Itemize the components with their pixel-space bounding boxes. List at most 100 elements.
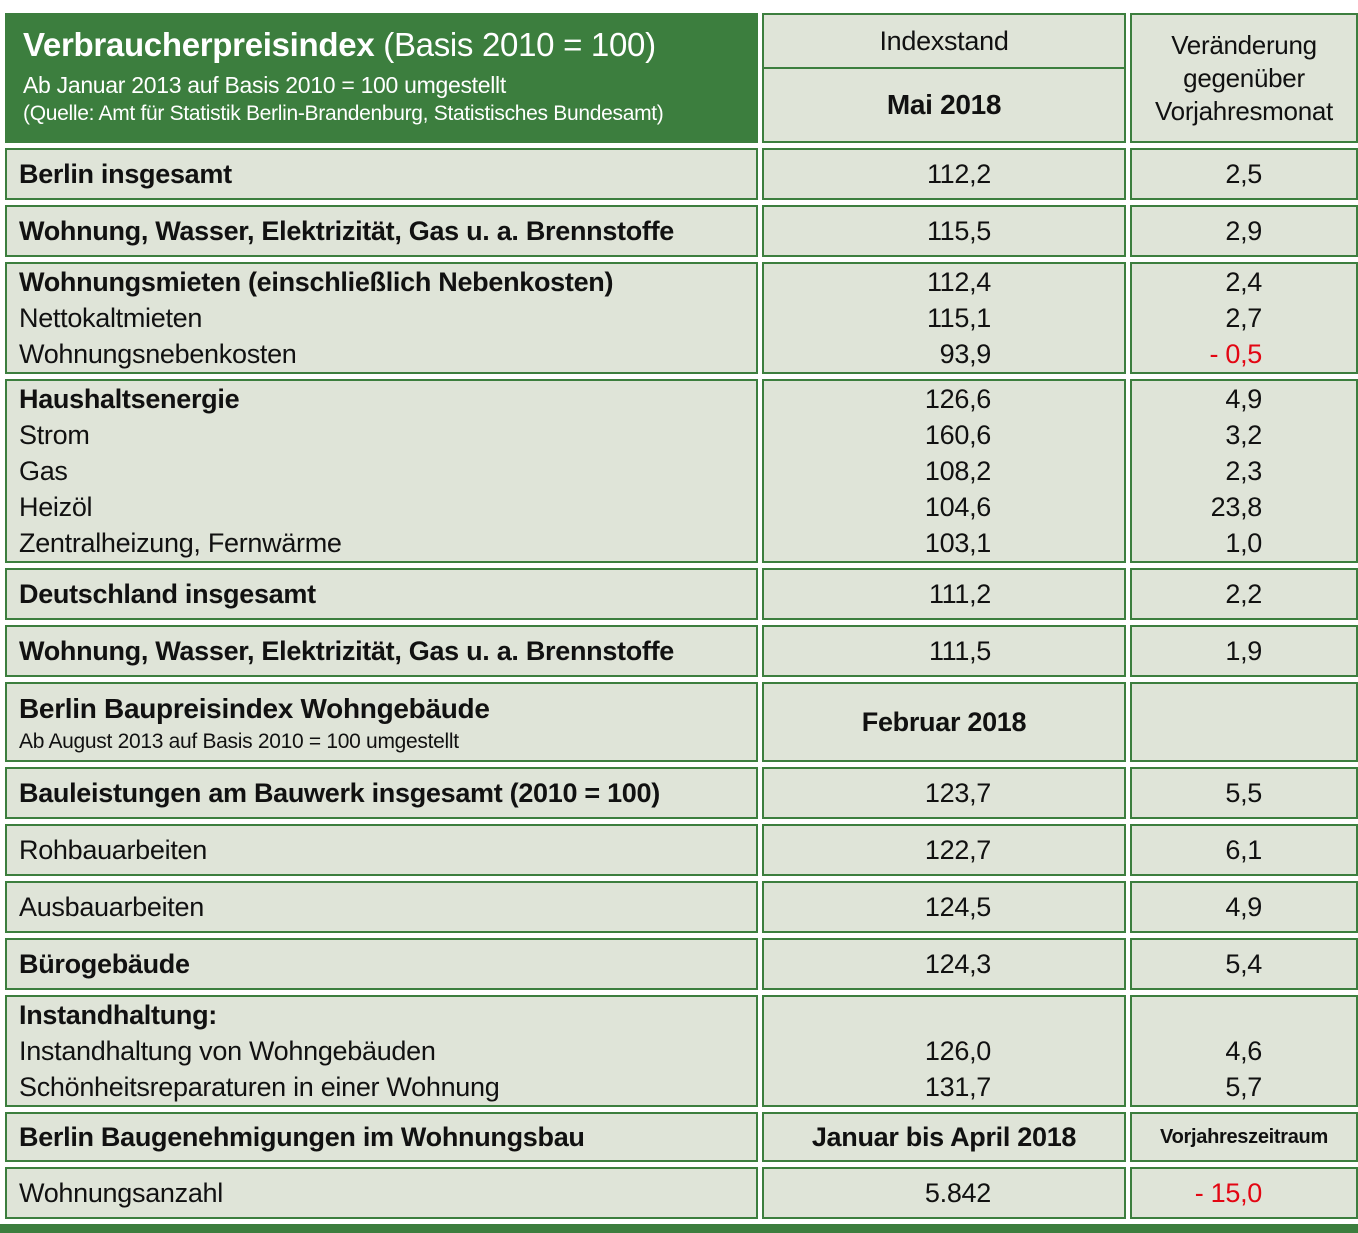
change-value: 3,2 bbox=[1225, 420, 1262, 450]
row-label: Haushaltsenergie bbox=[19, 384, 240, 414]
title-subtitle: Ab Januar 2013 auf Basis 2010 = 100 umge… bbox=[23, 72, 506, 98]
table-row: Ausbauarbeiten 124,5 4,9 bbox=[5, 881, 1358, 933]
indexstand-header-cell: Indexstand Mai 2018 bbox=[762, 13, 1126, 143]
row-label-cell: Wohnungsanzahl bbox=[5, 1167, 758, 1219]
change-value: 5,4 bbox=[1130, 938, 1358, 990]
change-value: 2,5 bbox=[1130, 148, 1358, 200]
row-label-cell: Ausbauarbeiten bbox=[5, 881, 758, 933]
row-label: Berlin insgesamt bbox=[19, 158, 232, 189]
index-value: 104,6 bbox=[924, 492, 991, 522]
index-value: 108,2 bbox=[924, 456, 991, 486]
change-value: 2,9 bbox=[1130, 205, 1358, 257]
index-value: 131,7 bbox=[924, 1072, 991, 1102]
title-main: Verbraucherpreisindex bbox=[23, 26, 375, 63]
row-label: Strom bbox=[19, 420, 90, 450]
bottom-bar bbox=[0, 1224, 1358, 1233]
row-label: Wohnungsanzahl bbox=[19, 1177, 223, 1208]
section-subtitle: Ab August 2013 auf Basis 2010 = 100 umge… bbox=[19, 730, 459, 753]
row-label: Ausbauarbeiten bbox=[19, 891, 204, 922]
source-note: (Quelle: Amt für Statistik Berlin-Brande… bbox=[23, 102, 664, 125]
row-label-cell: Instandhaltung: Instandhaltung von Wohng… bbox=[5, 995, 758, 1107]
row-label: Deutschland insgesamt bbox=[19, 578, 316, 609]
section-title-cell: Berlin Baugenehmigungen im Wohnungsbau bbox=[5, 1112, 758, 1162]
change-value: 2,7 bbox=[1225, 303, 1262, 333]
index-value: 111,5 bbox=[762, 625, 1126, 677]
index-value: 160,6 bbox=[924, 420, 991, 450]
change-value: 6,1 bbox=[1130, 824, 1358, 876]
section-header-row: Berlin Baugenehmigungen im Wohnungsbau J… bbox=[5, 1112, 1358, 1162]
row-label-cell: Wohnung, Wasser, Elektrizität, Gas u. a.… bbox=[5, 625, 758, 677]
row-label: Wohnung, Wasser, Elektrizität, Gas u. a.… bbox=[19, 215, 675, 246]
change-value-cell: 2,4 2,7 - 0,5 bbox=[1130, 262, 1358, 374]
index-value: 124,3 bbox=[762, 938, 1126, 990]
table-row: Wohnungsanzahl 5.842 - 15,0 bbox=[5, 1167, 1358, 1219]
index-value: 122,7 bbox=[762, 824, 1126, 876]
index-value: 111,2 bbox=[762, 568, 1126, 620]
change-value: 2,3 bbox=[1225, 456, 1262, 486]
empty-cell bbox=[1130, 682, 1358, 762]
row-label-cell: Wohnungsmieten (einschließlich Nebenkost… bbox=[5, 262, 758, 374]
row-label: Nettokaltmieten bbox=[19, 303, 203, 333]
change-value: 1,9 bbox=[1130, 625, 1358, 677]
change-value: 2,4 bbox=[1225, 267, 1262, 297]
section-period: Januar bis April 2018 bbox=[762, 1112, 1126, 1162]
table-row: Deutschland insgesamt 111,2 2,2 bbox=[5, 568, 1358, 620]
index-value: 93,9 bbox=[939, 339, 992, 369]
change-value bbox=[1132, 997, 1356, 1033]
title-basis: (Basis 2010 = 100) bbox=[383, 26, 656, 63]
row-label: Instandhaltung: bbox=[19, 1000, 217, 1030]
row-label: Rohbauarbeiten bbox=[19, 834, 207, 865]
table-row-group: Haushaltsenergie Strom Gas Heizöl Zentra… bbox=[5, 379, 1358, 563]
change-column-header: Veränderung gegenüber Vorjahresmonat bbox=[1130, 13, 1358, 143]
index-value: 112,4 bbox=[926, 267, 991, 297]
page-title: Verbraucherpreisindex (Basis 2010 = 100) bbox=[23, 25, 748, 65]
index-value: 115,1 bbox=[926, 303, 991, 333]
row-label-cell: Berlin insgesamt bbox=[5, 148, 758, 200]
row-label: Bauleistungen am Bauwerk insgesamt (2010… bbox=[19, 777, 660, 808]
row-label-cell: Rohbauarbeiten bbox=[5, 824, 758, 876]
row-label-cell: Bürogebäude bbox=[5, 938, 758, 990]
change-value: 2,2 bbox=[1130, 568, 1358, 620]
table-row: Bürogebäude 124,3 5,4 bbox=[5, 938, 1358, 990]
row-label: Gas bbox=[19, 456, 68, 486]
index-value: 126,0 bbox=[924, 1036, 991, 1066]
row-label-cell: Bauleistungen am Bauwerk insgesamt (2010… bbox=[5, 767, 758, 819]
change-period-label: Vorjahreszeitraum bbox=[1130, 1112, 1358, 1162]
period-label: Mai 2018 bbox=[886, 89, 1002, 120]
change-value-negative: - 15,0 bbox=[1130, 1167, 1358, 1219]
index-value: 5.842 bbox=[762, 1167, 1126, 1219]
index-value: 123,7 bbox=[762, 767, 1126, 819]
change-value: 23,8 bbox=[1210, 492, 1263, 522]
row-label-cell: Deutschland insgesamt bbox=[5, 568, 758, 620]
section-title: Berlin Baupreisindex Wohngebäude bbox=[19, 693, 490, 724]
row-label: Wohnungsmieten (einschließlich Nebenkost… bbox=[19, 267, 614, 297]
index-value bbox=[764, 997, 1124, 1033]
index-value: 103,1 bbox=[924, 528, 991, 558]
row-label: Schönheitsreparaturen in einer Wohnung bbox=[19, 1072, 500, 1102]
index-value: 124,5 bbox=[762, 881, 1126, 933]
title-box: Verbraucherpreisindex (Basis 2010 = 100)… bbox=[5, 13, 758, 143]
section-title-cell: Berlin Baupreisindex Wohngebäude Ab Augu… bbox=[5, 682, 758, 762]
table-row: Wohnung, Wasser, Elektrizität, Gas u. a.… bbox=[5, 205, 1358, 257]
table-row-group: Wohnungsmieten (einschließlich Nebenkost… bbox=[5, 262, 1358, 374]
index-value-cell: 126,0 131,7 bbox=[762, 995, 1126, 1107]
index-value: 126,6 bbox=[924, 384, 991, 414]
change-value: 4,9 bbox=[1225, 384, 1262, 414]
section-header-row: Berlin Baupreisindex Wohngebäude Ab Augu… bbox=[5, 682, 1358, 762]
row-label-cell: Wohnung, Wasser, Elektrizität, Gas u. a.… bbox=[5, 205, 758, 257]
table-row-group: Instandhaltung: Instandhaltung von Wohng… bbox=[5, 995, 1358, 1107]
section-period: Februar 2018 bbox=[762, 682, 1126, 762]
change-value: 5,5 bbox=[1130, 767, 1358, 819]
table-header-row: Verbraucherpreisindex (Basis 2010 = 100)… bbox=[5, 13, 1358, 143]
change-value: 5,7 bbox=[1225, 1072, 1262, 1102]
change-value: 4,6 bbox=[1225, 1036, 1262, 1066]
table-row: Bauleistungen am Bauwerk insgesamt (2010… bbox=[5, 767, 1358, 819]
row-label: Heizöl bbox=[19, 492, 93, 522]
row-label: Wohnungsnebenkosten bbox=[19, 339, 297, 369]
row-label-cell: Haushaltsenergie Strom Gas Heizöl Zentra… bbox=[5, 379, 758, 563]
row-label: Bürogebäude bbox=[19, 948, 190, 979]
change-value-negative: - 0,5 bbox=[1209, 339, 1262, 369]
change-value-cell: 4,6 5,7 bbox=[1130, 995, 1358, 1107]
indexstand-label: Indexstand bbox=[764, 15, 1124, 69]
